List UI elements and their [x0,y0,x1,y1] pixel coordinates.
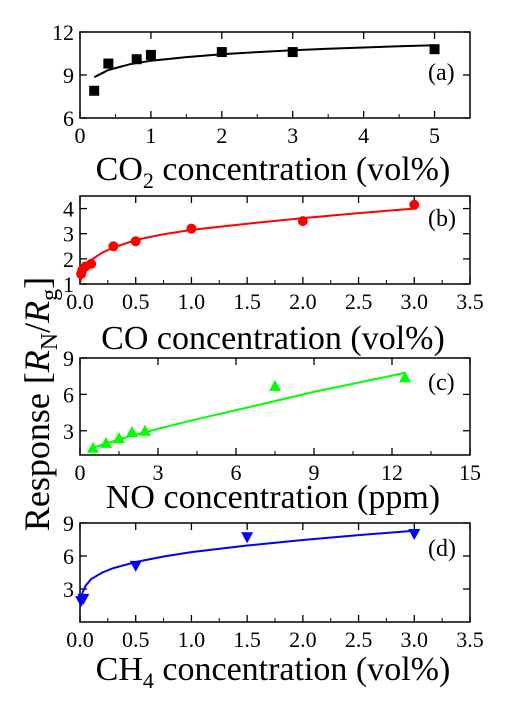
plot-frame [79,522,471,623]
plot-frame [79,357,471,456]
data-point [241,532,254,544]
y-tick-label: 6 [63,382,74,407]
fit-curve [92,371,406,449]
x-tick-label: 12 [381,460,403,485]
x-tick-label: 1.0 [178,627,206,652]
y-tick-label: 4 [63,197,74,222]
y-label-prefix: Response [ [17,372,57,531]
y-tick-label: 9 [63,511,74,536]
x-tick-label: 3.5 [456,289,484,314]
data-point [89,85,100,96]
x-tick-label: 2.0 [289,289,317,314]
y-tick-label: 1 [63,272,74,297]
data-point [103,58,114,69]
data-point [216,47,227,58]
y-tick-label: 2 [63,247,74,272]
x-tick-label: 6 [231,460,242,485]
data-point [287,47,298,58]
y-tick-label: 3 [63,222,74,247]
y-tick-label: 12 [52,20,74,45]
x-tick-label: 0 [75,123,86,148]
data-point [409,199,420,210]
plot-frame [79,31,471,119]
data-point [399,371,411,383]
x-axis-label: NO concentration (ppm) [106,479,440,516]
y-tick-label: 3 [63,577,74,602]
y-label-sub-n: N [37,333,63,350]
x-tick-label: 3 [287,123,298,148]
data-point [131,54,142,65]
fit-curve [93,44,435,79]
x-tick-label: 15 [459,460,481,485]
x-tick-label: 2.0 [289,627,317,652]
x-tick-label: 1.5 [233,627,261,652]
x-tick-label: 3.0 [401,627,429,652]
x-tick-label: 4 [358,123,369,148]
data-point [86,258,97,269]
x-tick-label: 0.5 [122,627,150,652]
y-tick-label: 3 [63,419,74,444]
data-point [77,593,90,605]
panel-label: (d) [428,536,456,562]
x-tick-label: 2.5 [345,289,373,314]
y-tick-label: 9 [63,63,74,88]
data-point [108,241,119,252]
x-tick-label: 5 [429,123,440,148]
data-point [139,424,151,436]
y-label-slash: / [17,323,57,333]
y-label-r2: R [17,301,57,324]
data-point [129,560,142,572]
x-tick-label: 3.0 [401,289,429,314]
x-axis-label: CO concentration (vol%) [101,320,445,357]
x-tick-label: 1 [145,123,156,148]
x-tick-label: 1.0 [178,289,206,314]
x-tick-label: 3 [153,460,164,485]
shared-y-axis-label: Response [RN/Rg] [17,277,63,531]
x-tick-label: 3.5 [456,627,484,652]
data-point [87,441,99,453]
data-point [269,379,281,391]
data-point [297,216,308,227]
data-point [113,432,125,444]
x-tick-label: 2 [216,123,227,148]
x-tick-label: 2.5 [345,627,373,652]
x-axis-label: CH4 concentration (vol%) [96,651,451,693]
data-point [100,436,112,448]
y-label-sub-g: g [37,289,63,301]
panel-label: (b) [428,206,456,232]
y-tick-label: 6 [63,544,74,569]
data-point [429,44,440,55]
data-point [130,236,141,247]
fit-curve [79,207,415,282]
x-axis-label: CO2 concentration (vol%) [96,151,451,193]
x-tick-label: 0.0 [66,289,94,314]
x-tick-label: 1.5 [233,289,261,314]
y-tick-label: 6 [63,106,74,131]
data-point [126,425,138,437]
y-label-suffix: ] [17,277,57,289]
data-point [186,223,197,234]
y-tick-label: 9 [63,346,74,371]
x-tick-label: 0.5 [122,289,150,314]
panel-d: 0.0 0.5 1.0 1.5 2.0 2.5 3.0 3.5 3 6 9 (d) CH4 concen… [63,511,484,693]
data-point [145,49,156,60]
x-tick-label: 0.0 [66,627,94,652]
x-tick-label: 0 [75,460,86,485]
y-label-r: R [17,350,57,373]
panel-label: (c) [428,370,455,396]
x-tick-label: 9 [309,460,320,485]
panel-label: (a) [428,60,455,86]
data-point [408,529,421,540]
